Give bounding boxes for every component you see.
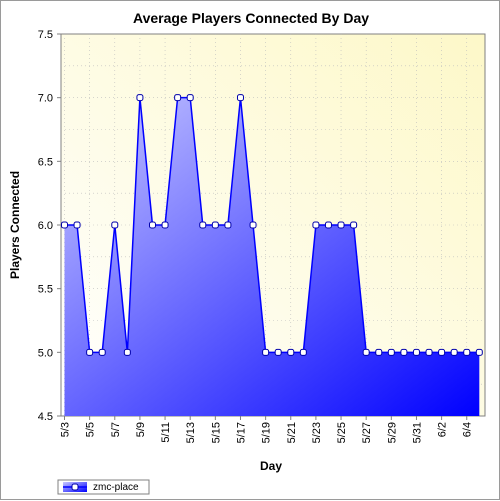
y-tick-label: 7.0 — [38, 93, 53, 105]
data-point — [463, 348, 471, 356]
x-tick-label: 5/9 — [135, 422, 147, 437]
x-tick-label: 5/17 — [235, 422, 247, 443]
data-point — [438, 348, 446, 356]
data-point — [337, 221, 345, 229]
y-tick-label: 6.5 — [38, 156, 53, 168]
data-point — [312, 221, 320, 229]
x-tick-label: 5/27 — [361, 422, 373, 443]
data-point — [350, 221, 358, 229]
legend: zmc-place — [57, 479, 150, 495]
y-axis: 4.5 5.0 5.5 6.0 6.5 7.0 7.5 — [38, 29, 61, 423]
x-tick-label: 5/11 — [160, 422, 172, 443]
data-point — [148, 221, 156, 229]
data-point — [249, 221, 257, 229]
x-tick-label: 5/31 — [411, 422, 423, 443]
data-point — [98, 348, 106, 356]
y-tick-label: 7.5 — [38, 29, 53, 41]
x-tick-label: 5/5 — [85, 422, 97, 437]
data-point — [262, 348, 270, 356]
x-tick-label: 5/29 — [386, 422, 398, 443]
data-point — [299, 348, 307, 356]
data-point — [362, 348, 370, 356]
y-tick-label: 5.5 — [38, 284, 53, 296]
data-point — [61, 221, 68, 229]
data-point — [224, 221, 232, 229]
legend-label: zmc-place — [93, 482, 139, 493]
x-axis-title: Day — [260, 459, 282, 473]
data-point — [186, 94, 194, 102]
data-point — [324, 221, 332, 229]
x-tick-label: 5/21 — [286, 422, 298, 443]
y-axis-title: Players Connected — [8, 171, 22, 279]
data-point — [236, 94, 244, 102]
data-point — [475, 348, 483, 356]
data-point — [123, 348, 131, 356]
series-points — [61, 94, 483, 356]
chart-title: Average Players Connected By Day — [133, 10, 369, 26]
data-point — [287, 348, 295, 356]
x-tick-label: 5/3 — [60, 422, 72, 437]
x-tick-label: 5/13 — [185, 422, 197, 443]
data-point — [199, 221, 207, 229]
data-point — [73, 221, 81, 229]
data-point — [136, 94, 144, 102]
data-point — [174, 94, 182, 102]
data-point — [450, 348, 458, 356]
data-point — [387, 348, 395, 356]
data-point — [400, 348, 408, 356]
data-point — [161, 221, 169, 229]
x-tick-label: 5/23 — [311, 422, 323, 443]
data-point — [211, 221, 219, 229]
x-tick-label: 6/4 — [462, 422, 474, 437]
data-point — [375, 348, 383, 356]
x-tick-label: 5/15 — [210, 422, 222, 443]
series-line — [64, 96, 480, 354]
x-tick-label: 5/19 — [261, 422, 273, 443]
series-area-fill — [64, 97, 480, 417]
y-tick-label: 4.5 — [38, 411, 53, 423]
data-point — [274, 348, 282, 356]
data-point — [425, 348, 433, 356]
y-tick-label: 5.0 — [38, 347, 53, 359]
data-point — [412, 348, 420, 356]
data-point — [86, 348, 94, 356]
x-axis: 5/3 5/5 5/7 5/9 5/11 5/13 5/15 5/17 5/19 5/21 5/23… — [60, 416, 474, 443]
series-area — [64, 96, 480, 417]
x-tick-label: 5/25 — [336, 422, 348, 443]
x-tick-label: 5/7 — [110, 422, 122, 437]
y-tick-label: 6.0 — [38, 220, 53, 232]
x-tick-label: 6/2 — [437, 422, 449, 437]
legend-marker — [71, 483, 79, 491]
data-point — [111, 221, 119, 229]
